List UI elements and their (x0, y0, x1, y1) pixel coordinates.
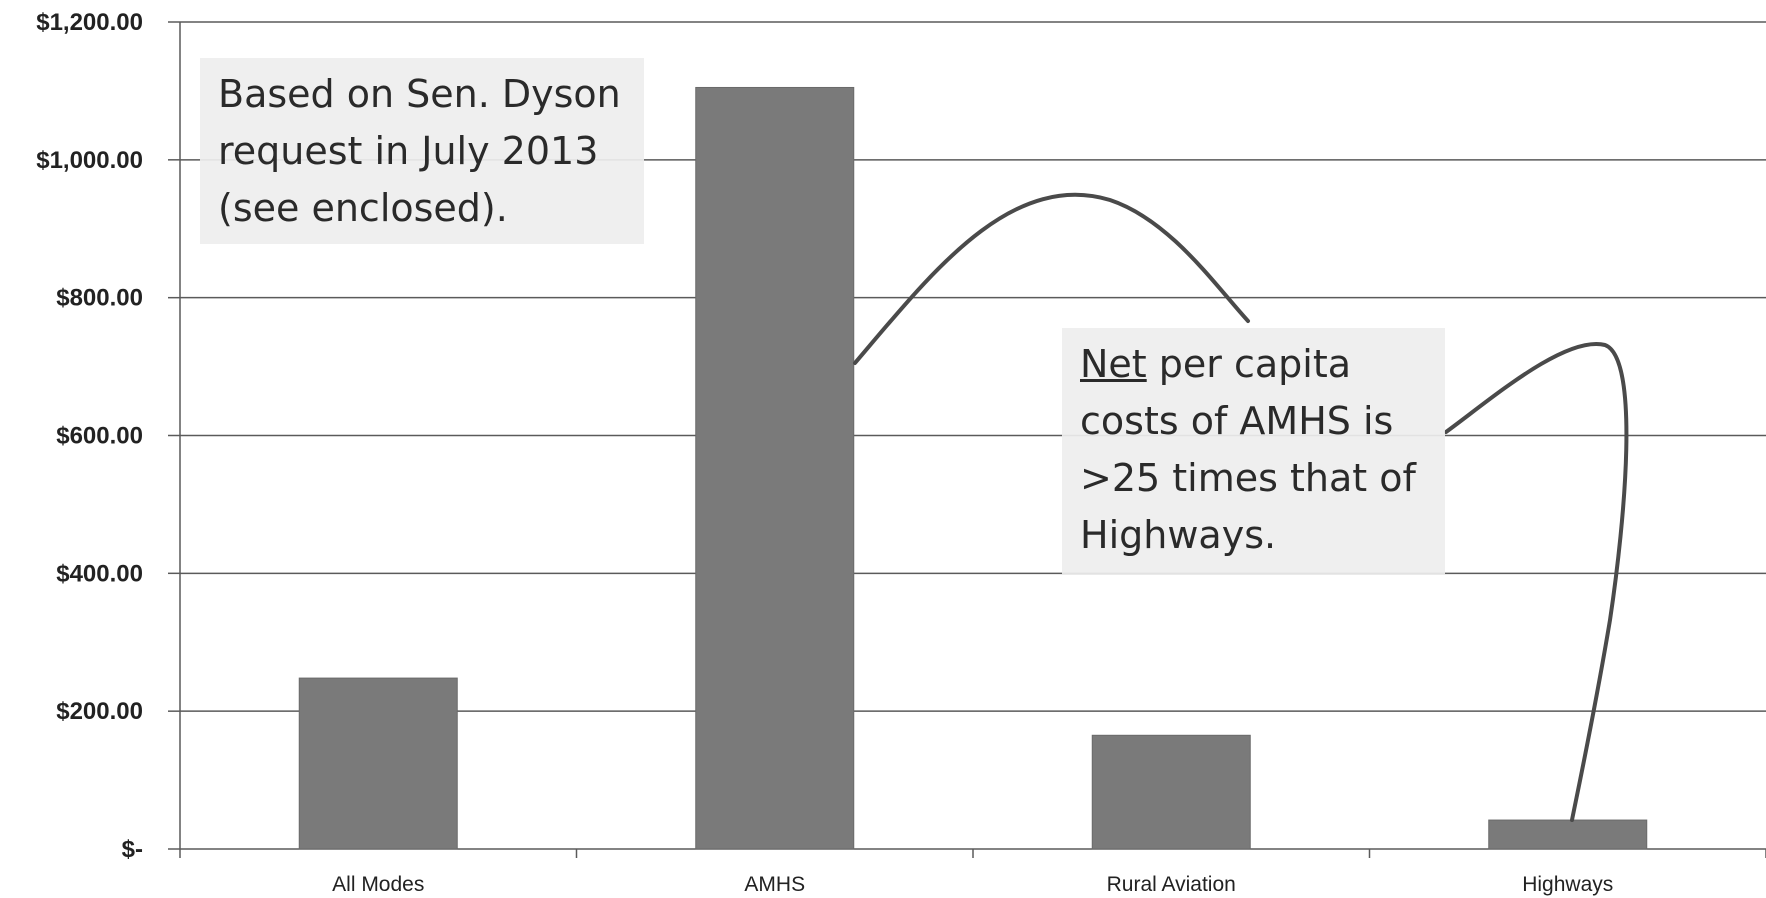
annotation-arrow-amhs (853, 192, 1250, 365)
bars (298, 86, 1648, 850)
bar-rural-aviation (1091, 734, 1251, 850)
y-tick-labels: $- $200.00 $400.00 $600.00 $800.00 $1,000.00 $… (36, 9, 143, 863)
x-tick-label: All Modes (332, 873, 424, 896)
y-tick-label: $400.00 (56, 560, 143, 587)
annotation-line: request in July 2013 (218, 129, 599, 173)
x-tick-label: Rural Aviation (1107, 873, 1236, 896)
y-tick-label: $200.00 (56, 698, 143, 725)
bar-highways (1488, 819, 1648, 850)
y-tick-label: $600.00 (56, 423, 143, 450)
annotation-line-rest: per capita (1146, 342, 1352, 386)
y-tick-label: $1,000.00 (36, 147, 143, 174)
y-tick-label: $1,200.00 (36, 9, 143, 36)
y-tick-label: $800.00 (56, 285, 143, 312)
annotation-line-first: Net per capita (1080, 336, 1431, 393)
annotation-box-source: Based on Sen. Dyson request in July 2013… (200, 58, 644, 244)
annotation-line: (see enclosed). (218, 186, 508, 230)
x-tick-label: Highways (1522, 873, 1613, 896)
bar-amhs (695, 86, 855, 850)
x-tick-label: AMHS (744, 873, 805, 896)
x-tick-labels: All Modes AMHS Rural Aviation Highways (332, 873, 1613, 896)
y-tick-label: $- (122, 836, 143, 863)
annotation-underlined-word: Net (1080, 342, 1147, 386)
annotation-line: Highways. (1080, 513, 1277, 557)
annotation-box-comparison: Net per capita costs of AMHS is >25 time… (1062, 328, 1445, 574)
annotation-line: >25 times that of (1080, 456, 1416, 500)
annotation-arrow-highways (1444, 341, 1629, 822)
annotation-line: costs of AMHS is (1080, 399, 1394, 443)
annotation-line: Based on Sen. Dyson (218, 72, 621, 116)
bar-all-modes (298, 677, 458, 850)
